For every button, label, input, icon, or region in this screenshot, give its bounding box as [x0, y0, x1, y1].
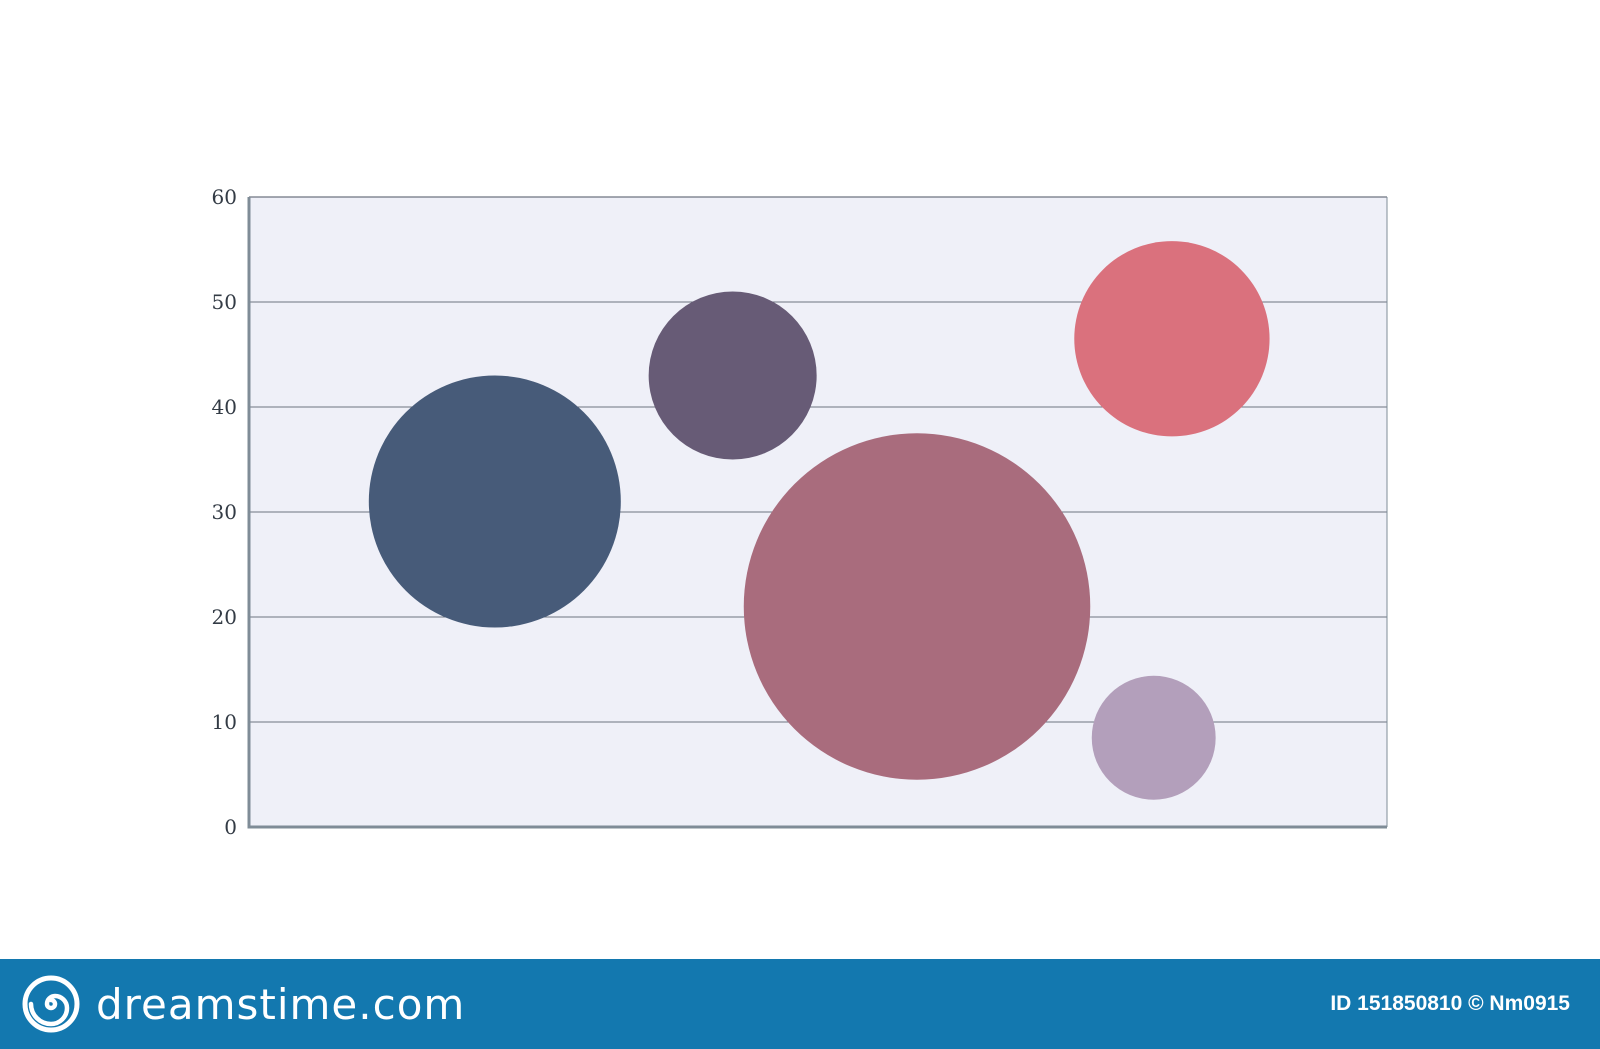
axes — [247, 197, 1388, 829]
brand-name[interactable]: dreamstime.com — [96, 979, 466, 1029]
image-credit: ID 151850810 © Nm0915 — [1330, 992, 1570, 1015]
y-tick-label: 10 — [212, 710, 237, 734]
y-tick-label: 50 — [212, 290, 237, 314]
watermark-footer: dreamstime.com ID 151850810 © Nm0915 — [0, 959, 1600, 1049]
bubbles — [368, 241, 1270, 800]
y-tick-label: 20 — [212, 605, 237, 629]
y-axis-ticks: 0 10 20 30 40 50 60 — [212, 185, 237, 839]
brand: dreamstime.com — [22, 975, 465, 1033]
bubble-chart: 0 10 20 30 40 50 60 — [212, 185, 1388, 839]
y-tick-label: 40 — [212, 395, 237, 419]
bubble-5 — [1091, 675, 1216, 800]
spiral-icon — [22, 975, 80, 1033]
bubble-3 — [743, 433, 1091, 780]
y-tick-label: 0 — [224, 815, 237, 839]
bubble-4 — [1074, 241, 1270, 437]
bubble-2 — [648, 291, 817, 460]
y-tick-label: 30 — [212, 500, 237, 524]
y-tick-label: 60 — [212, 185, 237, 209]
bubble-1 — [368, 375, 621, 628]
